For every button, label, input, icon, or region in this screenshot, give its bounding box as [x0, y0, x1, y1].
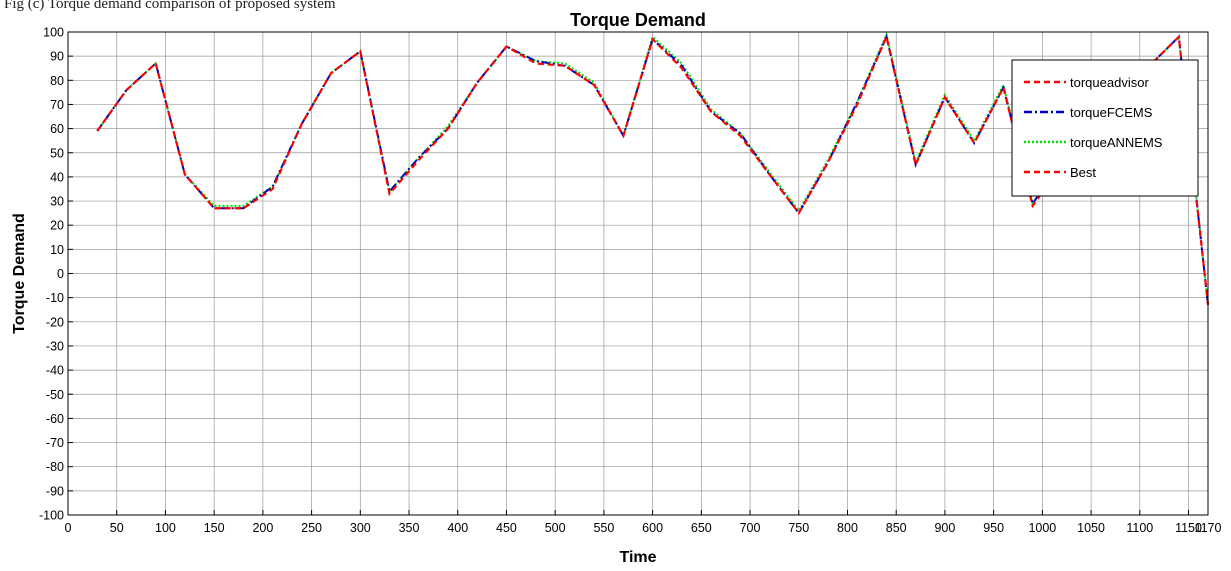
- x-tick-label: 200: [252, 521, 273, 535]
- y-tick-label: -60: [46, 412, 64, 426]
- y-tick-label: -80: [46, 460, 64, 474]
- legend-entry: torqueadvisor: [1070, 75, 1149, 90]
- x-tick-label: 300: [350, 521, 371, 535]
- y-tick-label: -90: [46, 484, 64, 498]
- x-tick-label: 550: [593, 521, 614, 535]
- y-tick-label: -70: [46, 436, 64, 450]
- y-tick-label: 20: [50, 219, 64, 233]
- y-tick-label: 100: [43, 26, 64, 40]
- y-tick-label: 40: [50, 170, 64, 184]
- y-tick-label: -10: [46, 291, 64, 305]
- y-tick-label: -50: [46, 388, 64, 402]
- y-tick-label: -100: [39, 509, 64, 523]
- x-tick-label: 1170: [1195, 521, 1222, 535]
- x-tick-label: 600: [642, 521, 663, 535]
- y-tick-label: 80: [50, 74, 64, 88]
- x-tick-label: 1100: [1126, 521, 1153, 535]
- y-tick-label: 70: [50, 98, 64, 112]
- y-tick-label: -30: [46, 339, 64, 353]
- legend-entry: torqueFCEMS: [1070, 105, 1153, 120]
- x-tick-label: 250: [301, 521, 322, 535]
- x-tick-label: 0: [65, 521, 72, 535]
- x-tick-label: 1050: [1077, 521, 1105, 535]
- chart-title: Torque Demand: [570, 10, 706, 30]
- x-tick-label: 750: [788, 521, 809, 535]
- x-tick-label: 700: [740, 521, 761, 535]
- legend: torqueadvisor torqueFCEMS torqueANNEMS Best: [1011, 59, 1199, 197]
- y-tick-label: 10: [50, 243, 64, 257]
- x-tick-label: 950: [983, 521, 1004, 535]
- y-tick-label: 90: [50, 50, 64, 64]
- legend-entry: Best: [1070, 165, 1096, 180]
- x-tick-label: 50: [110, 521, 124, 535]
- y-axis-label: Torque Demand: [11, 213, 28, 334]
- x-axis-label: Time: [619, 549, 656, 566]
- legend-entry: torqueANNEMS: [1070, 135, 1163, 150]
- x-tick-label: 150: [204, 521, 225, 535]
- x-tick-label: 450: [496, 521, 517, 535]
- x-tick-label: 350: [399, 521, 420, 535]
- x-tick-label: 100: [155, 521, 176, 535]
- x-tick-label: 1150: [1175, 521, 1202, 535]
- y-tick-label: -40: [46, 364, 64, 378]
- x-tick-label: 650: [691, 521, 712, 535]
- x-tick-label: 900: [934, 521, 955, 535]
- y-tick-label: 60: [50, 122, 64, 136]
- x-tick-label: 800: [837, 521, 858, 535]
- x-tick-label: 400: [447, 521, 468, 535]
- y-tick-label: 0: [57, 267, 64, 281]
- tick-layer: 0 50 100 150 200 250 300 350 400 450 500 550 600 650 7…: [39, 26, 1222, 536]
- x-tick-label: 1000: [1028, 521, 1056, 535]
- y-tick-label: 30: [50, 195, 64, 209]
- x-tick-label: 500: [545, 521, 566, 535]
- legend-box: [1011, 59, 1199, 197]
- y-tick-label: -20: [46, 315, 64, 329]
- figure-caption: Fig (c) Torque demand comparison of prop…: [4, 0, 336, 12]
- x-tick-label: 850: [886, 521, 907, 535]
- y-tick-label: 50: [50, 146, 64, 160]
